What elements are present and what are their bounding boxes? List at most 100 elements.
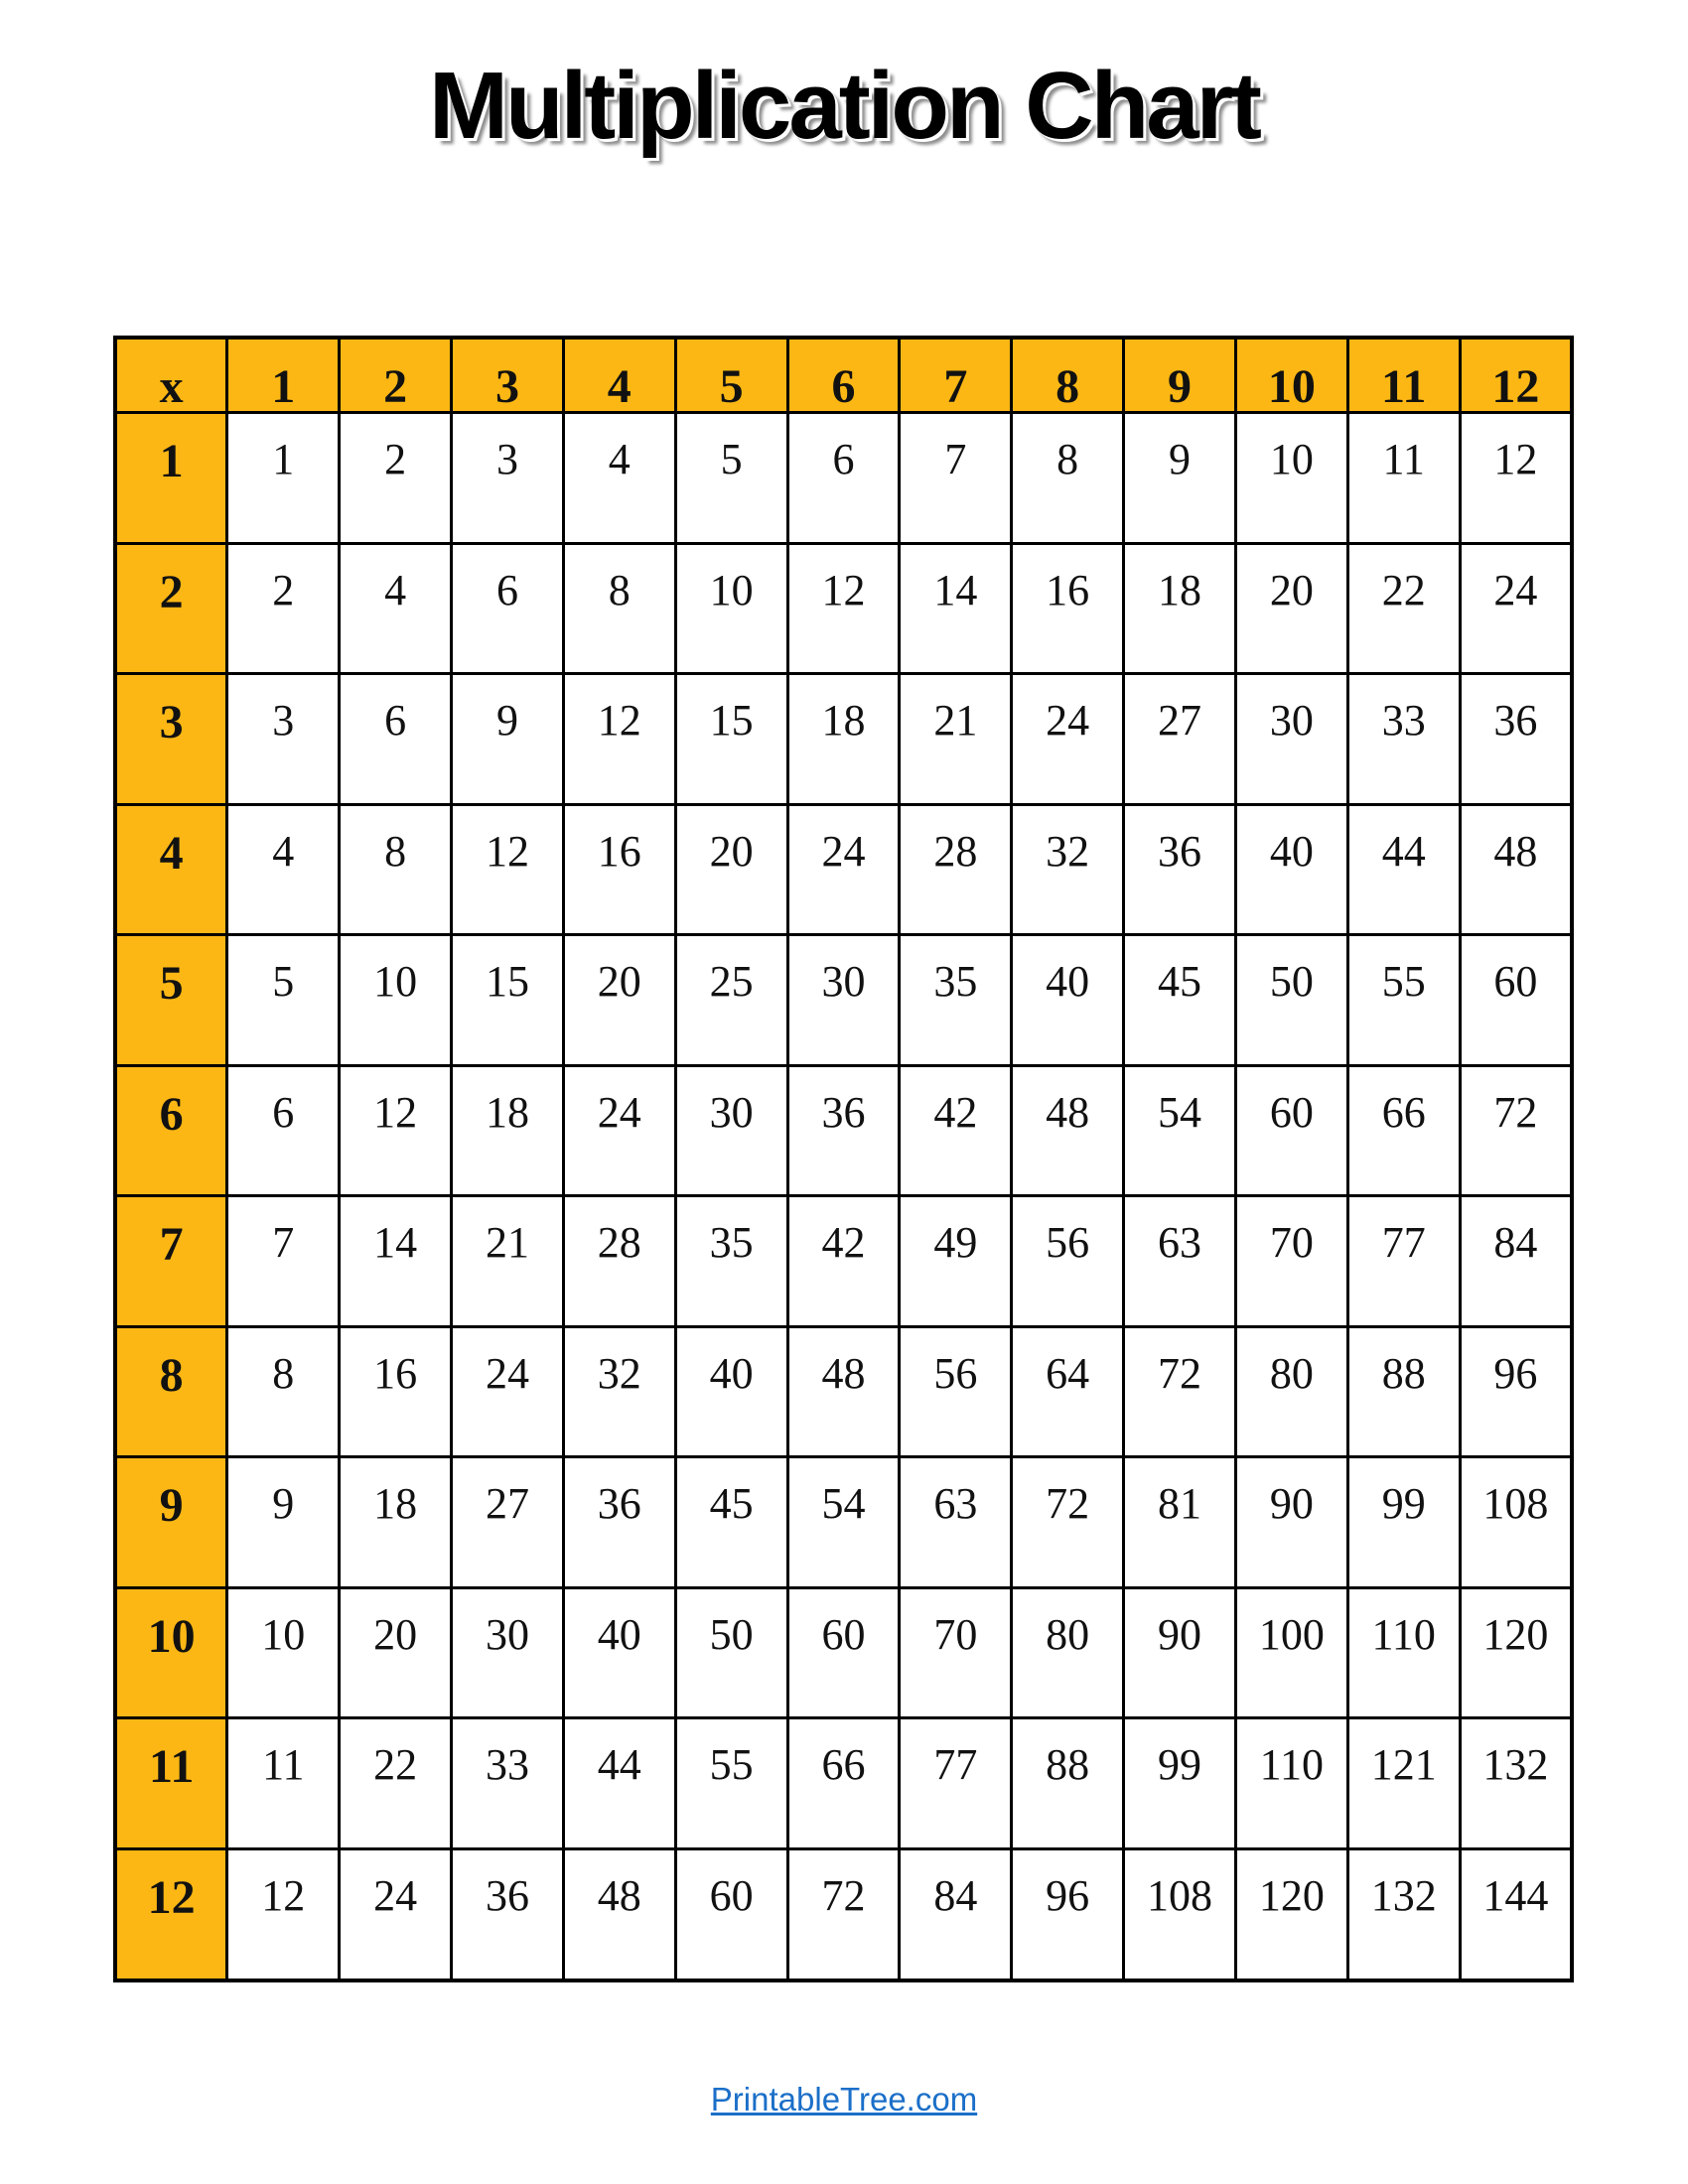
product-cell: 40 <box>1010 933 1126 1067</box>
product-cell: 12 <box>1458 411 1574 545</box>
product-cell: 16 <box>338 1324 454 1459</box>
product-cell: 72 <box>1010 1455 1126 1589</box>
table-row: 6 6 12 18 24 30 36 42 48 54 60 66 72 <box>113 1063 1574 1198</box>
product-cell: 6 <box>450 541 565 676</box>
row-header-cell: 1 <box>113 411 229 545</box>
table-row: 8 8 16 24 32 40 48 56 64 72 80 88 96 <box>113 1324 1574 1459</box>
product-cell: 63 <box>1122 1194 1237 1328</box>
product-cell: 20 <box>561 933 677 1067</box>
product-cell: 88 <box>1345 1324 1462 1459</box>
product-cell: 30 <box>673 1063 789 1198</box>
product-cell: 49 <box>898 1194 1014 1328</box>
row-header-cell: 5 <box>113 933 229 1067</box>
product-cell: 28 <box>561 1194 677 1328</box>
product-cell: 30 <box>1233 672 1349 806</box>
product-cell: 8 <box>1010 411 1126 545</box>
product-cell: 50 <box>673 1585 789 1720</box>
product-cell: 144 <box>1458 1847 1574 1982</box>
product-cell: 2 <box>225 541 342 676</box>
product-cell: 45 <box>673 1455 789 1589</box>
product-cell: 81 <box>1122 1455 1237 1589</box>
row-header-cell: 3 <box>113 672 229 806</box>
product-cell: 12 <box>338 1063 454 1198</box>
product-cell: 63 <box>898 1455 1014 1589</box>
product-cell: 5 <box>673 411 789 545</box>
product-cell: 9 <box>450 672 565 806</box>
product-cell: 16 <box>1010 541 1126 676</box>
product-cell: 44 <box>1345 802 1462 937</box>
product-cell: 18 <box>338 1455 454 1589</box>
product-cell: 28 <box>898 802 1014 937</box>
product-cell: 60 <box>785 1585 902 1720</box>
product-cell: 3 <box>225 672 342 806</box>
row-header-cell: 8 <box>113 1324 229 1459</box>
product-cell: 33 <box>1345 672 1462 806</box>
product-cell: 12 <box>225 1847 342 1982</box>
product-cell: 45 <box>1122 933 1237 1067</box>
product-cell: 54 <box>1122 1063 1237 1198</box>
product-cell: 50 <box>1233 933 1349 1067</box>
product-cell: 54 <box>785 1455 902 1589</box>
product-cell: 22 <box>338 1716 454 1851</box>
col-header-cell: 6 <box>785 336 902 414</box>
product-cell: 108 <box>1458 1455 1574 1589</box>
product-cell: 110 <box>1345 1585 1462 1720</box>
product-cell: 15 <box>673 672 789 806</box>
product-cell: 6 <box>338 672 454 806</box>
product-cell: 90 <box>1122 1585 1237 1720</box>
product-cell: 8 <box>338 802 454 937</box>
product-cell: 27 <box>1122 672 1237 806</box>
multiplication-table: x 1 2 3 4 5 6 7 8 9 10 11 12 1 1 2 3 4 5 6 7 8 9 10 11 12 2 2 4 6 8 1… <box>113 336 1574 1982</box>
product-cell: 36 <box>1458 672 1574 806</box>
product-cell: 132 <box>1345 1847 1462 1982</box>
product-cell: 10 <box>338 933 454 1067</box>
col-header-cell: 9 <box>1122 336 1237 414</box>
product-cell: 36 <box>450 1847 565 1982</box>
product-cell: 36 <box>785 1063 902 1198</box>
product-cell: 32 <box>561 1324 677 1459</box>
product-cell: 48 <box>561 1847 677 1982</box>
table-row: 9 9 18 27 36 45 54 63 72 81 90 99 108 <box>113 1455 1574 1589</box>
product-cell: 4 <box>338 541 454 676</box>
product-cell: 21 <box>450 1194 565 1328</box>
product-cell: 121 <box>1345 1716 1462 1851</box>
product-cell: 60 <box>1458 933 1574 1067</box>
row-header-cell: 9 <box>113 1455 229 1589</box>
product-cell: 18 <box>785 672 902 806</box>
product-cell: 2 <box>338 411 454 545</box>
product-cell: 110 <box>1233 1716 1349 1851</box>
printabletree-link[interactable]: PrintableTree.com <box>710 2081 978 2117</box>
product-cell: 72 <box>1122 1324 1237 1459</box>
table-header-row: x 1 2 3 4 5 6 7 8 9 10 11 12 <box>113 336 1574 414</box>
product-cell: 10 <box>673 541 789 676</box>
col-header-cell: 8 <box>1010 336 1126 414</box>
page-title: Multiplication Chart <box>429 53 1262 159</box>
product-cell: 10 <box>1233 411 1349 545</box>
col-header-cell: 3 <box>450 336 565 414</box>
col-header-cell: 11 <box>1345 336 1462 414</box>
product-cell: 32 <box>1010 802 1126 937</box>
table-row: 3 3 6 9 12 15 18 21 24 27 30 33 36 <box>113 672 1574 806</box>
row-header-cell: 12 <box>113 1847 229 1982</box>
col-header-cell: 12 <box>1458 336 1574 414</box>
product-cell: 9 <box>225 1455 342 1589</box>
product-cell: 35 <box>898 933 1014 1067</box>
table-row: 2 2 4 6 8 10 12 14 16 18 20 22 24 <box>113 541 1574 676</box>
product-cell: 24 <box>561 1063 677 1198</box>
product-cell: 20 <box>1233 541 1349 676</box>
product-cell: 8 <box>225 1324 342 1459</box>
table-row: 12 12 24 36 48 60 72 84 96 108 120 132 144 <box>113 1847 1574 1982</box>
product-cell: 88 <box>1010 1716 1126 1851</box>
product-cell: 48 <box>1010 1063 1126 1198</box>
table-row: 5 5 10 15 20 25 30 35 40 45 50 55 60 <box>113 933 1574 1067</box>
table-row: 11 11 22 33 44 55 66 77 88 99 110 121 132 <box>113 1716 1574 1851</box>
product-cell: 132 <box>1458 1716 1574 1851</box>
table-row: 4 4 8 12 16 20 24 28 32 36 40 44 48 <box>113 802 1574 937</box>
col-header-cell: 4 <box>561 336 677 414</box>
footer: PrintableTree.com <box>0 2081 1688 2118</box>
row-header-cell: 6 <box>113 1063 229 1198</box>
product-cell: 14 <box>338 1194 454 1328</box>
product-cell: 84 <box>1458 1194 1574 1328</box>
product-cell: 16 <box>561 802 677 937</box>
row-header-cell: 11 <box>113 1716 229 1851</box>
